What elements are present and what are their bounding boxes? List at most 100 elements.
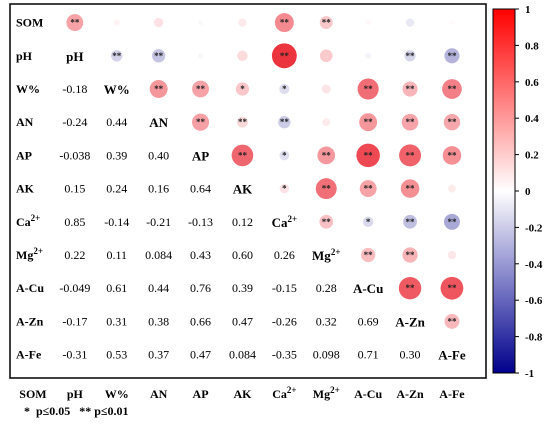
col-label-7: Mg2+ [313, 385, 340, 401]
sig-mark-7-8: ** [364, 250, 374, 260]
coef-label-8-2: 0.61 [106, 281, 127, 295]
coef-label-5-2: 0.24 [106, 182, 127, 196]
col-label-9: A-Zn [396, 387, 424, 401]
col-label-5: AK [233, 387, 252, 401]
coef-label-7-1: 0.22 [64, 248, 85, 262]
coef-label-7-2: 0.11 [106, 248, 127, 262]
corr-circle-7-10 [447, 250, 457, 260]
coef-label-10-1: -0.31 [62, 348, 87, 362]
corr-circle-2-9 [402, 81, 418, 97]
sig-mark-6-7: ** [322, 217, 332, 227]
coef-label-6-1: 0.85 [64, 215, 85, 229]
sig-mark-3-10: ** [447, 117, 457, 127]
sig-mark-2-8: ** [364, 84, 374, 94]
colorbar-tick-label-7: -0.4 [525, 259, 543, 271]
corr-circle-5-6 [279, 183, 290, 194]
coef-label-4-3: 0.40 [148, 148, 169, 162]
coef-label-7-3: 0.084 [145, 248, 172, 262]
corr-circle-4-5 [231, 144, 254, 167]
corr-circle-5-9 [400, 179, 420, 198]
significance-note: * p≤0.05 ** p≤0.01 [24, 404, 129, 418]
colorbar-gradient [492, 8, 516, 374]
corr-circle-0-7 [319, 16, 333, 30]
coef-label-8-1: -0.049 [59, 281, 90, 295]
row-label-6: Ca2+ [16, 213, 40, 229]
colorbar-tick-label-10: -1 [525, 368, 534, 380]
coef-label-4-2: 0.39 [106, 148, 127, 162]
coef-label-6-5: 0.12 [232, 215, 253, 229]
sig-mark-5-8: ** [364, 184, 374, 194]
coef-label-6-3: -0.21 [146, 215, 171, 229]
sig-mark-2-10: ** [447, 84, 457, 94]
diagonal-label-7: Mg2+ [312, 247, 340, 263]
corr-circle-7-9 [402, 247, 418, 263]
corr-circle-1-3 [152, 49, 166, 63]
sig-mark-5-9: ** [406, 184, 416, 194]
sig-mark-6-10: ** [447, 217, 457, 227]
corr-circle-6-9 [403, 214, 417, 229]
diagonal-label-9: A-Zn [395, 314, 425, 329]
matrix-frame [9, 3, 487, 379]
corr-circle-8-10 [440, 276, 464, 300]
corr-circle-4-9 [399, 144, 422, 167]
sig-mark-1-3: ** [154, 51, 164, 61]
coef-label-9-7: 0.32 [316, 314, 337, 328]
row-label-4: AP [16, 148, 32, 162]
corr-circle-0-2 [113, 19, 120, 26]
coef-label-7-4: 0.43 [190, 248, 211, 262]
sig-mark-4-5: ** [238, 150, 248, 160]
coef-label-8-6: -0.15 [272, 281, 297, 295]
sig-mark-0-7: ** [322, 18, 332, 28]
col-label-2: W% [105, 387, 129, 401]
colorbar-tick-label-9: -0.8 [525, 332, 543, 344]
colorbar-ticks: 1 0.8 0.6 0.4 0.2 0 -0.2 -0.4 -0.6 -0.8 -1 [515, 4, 543, 380]
corr-circle-5-7 [315, 178, 337, 200]
sig-mark-0-1: ** [70, 18, 80, 28]
corr-circle-3-8 [359, 113, 378, 132]
col-label-3: AN [150, 387, 168, 401]
corr-circle-0-10 [449, 20, 454, 25]
corr-circle-2-6 [279, 83, 290, 95]
sig-mark-2-5: * [240, 84, 245, 94]
sig-mark-2-6: * [282, 84, 287, 94]
row-label-3: AN [16, 115, 34, 129]
sig-mark-4-6: * [282, 150, 287, 160]
corr-circle-3-10 [443, 113, 461, 131]
row-label-7: Mg2+ [16, 246, 43, 262]
sig-mark-7-9: ** [406, 250, 416, 260]
col-label-1: pH [67, 387, 84, 401]
coef-label-10-7: 0.098 [313, 348, 340, 362]
diagonal-label-2: W% [104, 82, 130, 97]
coef-label-8-5: 0.39 [232, 281, 253, 295]
sig-mark-3-9: ** [406, 117, 416, 127]
coef-label-7-5: 0.60 [232, 248, 253, 262]
row-label-5: AK [16, 182, 35, 196]
coef-label-9-2: 0.31 [106, 314, 127, 328]
corr-circle-5-8 [359, 180, 377, 198]
corr-circle-0-4 [198, 20, 203, 25]
sig-mark-5-7: ** [322, 184, 332, 194]
coef-label-9-4: 0.66 [190, 314, 211, 328]
corr-circle-4-10 [442, 146, 462, 165]
colorbar-tick-label-0: 1 [525, 4, 531, 16]
diagonal-label-8: A-Cu [353, 281, 383, 296]
diagonal-label-1: pH [66, 49, 83, 64]
corr-circle-1-4 [197, 53, 204, 59]
coef-label-10-5: 0.084 [229, 348, 256, 362]
col-label-0: SOM [19, 387, 46, 401]
coef-label-9-8: 0.69 [358, 314, 379, 328]
col-label-4: AP [193, 387, 209, 401]
sig-mark-1-2: ** [112, 51, 122, 61]
corr-circle-0-9 [405, 18, 415, 27]
diagonal-label-5: AK [233, 182, 253, 197]
sig-mark-9-10: ** [447, 316, 457, 326]
coef-label-9-3: 0.38 [148, 314, 169, 328]
row-label-10: A-Fe [16, 348, 42, 362]
sig-mark-2-9: ** [406, 84, 416, 94]
corr-circle-1-5 [237, 50, 248, 62]
coef-label-7-6: 0.26 [274, 248, 295, 262]
corr-circle-8-9 [398, 276, 422, 300]
corr-circle-1-8 [365, 52, 372, 59]
coef-label-3-2: 0.44 [106, 115, 127, 129]
sig-mark-3-8: ** [364, 117, 374, 127]
